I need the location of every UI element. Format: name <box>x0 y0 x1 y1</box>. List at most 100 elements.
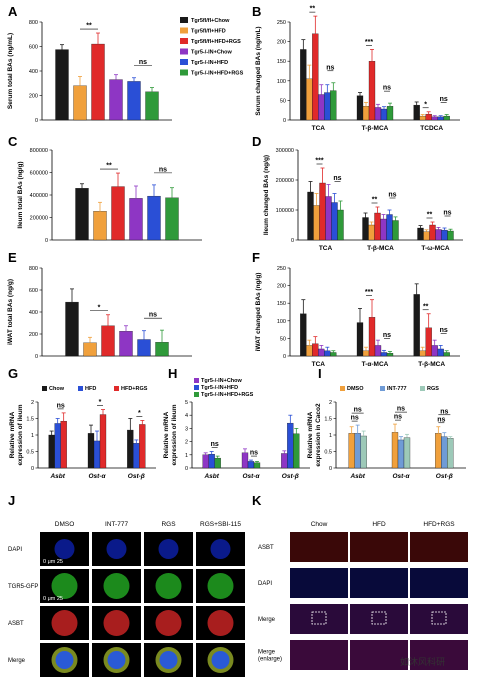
y-axis-label: Ileum changed BAs (ng/g) <box>263 155 270 235</box>
cell-shape <box>207 610 234 636</box>
y-tick-label: 0.5 <box>324 450 332 456</box>
y-tick-label: 50 <box>280 98 286 104</box>
legend-label: INT-777 <box>387 386 407 392</box>
bar <box>247 461 255 469</box>
bar <box>386 106 394 121</box>
bar <box>287 422 294 469</box>
bar <box>447 230 454 241</box>
x-category-label: Asbt <box>349 473 365 480</box>
y-tick-label: 250 <box>277 266 286 272</box>
chart-a: 0 200 400 600 800 Serum total BAs (ng/mL) ** ns <box>7 20 172 124</box>
y-tick-label: 0 <box>35 354 38 360</box>
y-tick-label: 800000 <box>30 148 48 154</box>
bar <box>362 106 370 121</box>
y-tick-label: 0 <box>31 466 34 472</box>
significance-label: ** <box>372 197 378 204</box>
bar <box>93 440 101 469</box>
micrograph-tile <box>290 604 348 634</box>
bar <box>425 327 432 357</box>
panel-letter-b: B <box>252 4 261 19</box>
watermark-text: 如沐风科研 <box>400 656 445 667</box>
bar <box>362 350 370 357</box>
significance-label: ns <box>211 441 219 448</box>
legend-swatch <box>42 386 47 391</box>
bar <box>101 325 115 357</box>
x-category-label: T-β-MCA <box>418 361 445 368</box>
significance-label: ** <box>106 163 112 170</box>
chart-f: 0 50 100 150 200 250 iWAT changed BAs (ng/g) TC… <box>255 266 460 368</box>
cell-shape <box>106 539 127 559</box>
significance-label: ns <box>326 64 334 71</box>
bar <box>429 224 436 241</box>
y-tick-label: 200000 <box>276 178 294 184</box>
y-tick-label: 400000 <box>30 193 48 199</box>
bar <box>129 198 143 241</box>
legend-swatch <box>380 386 385 391</box>
chart-e: 0 200 400 600 800 iWAT total BAs (ng/g) * ns <box>7 266 192 360</box>
chart-i: 0 0.5 1 1.5 2 Relative mRNA expression in Caco… <box>307 386 466 480</box>
significance-label: ns <box>383 85 391 92</box>
micrograph-tile <box>410 568 468 598</box>
legend-label: DMSO <box>347 386 364 392</box>
legend-label: Tgr5fl/fl+HFD+RGS <box>191 39 241 45</box>
panel-letter-c: C <box>8 134 18 149</box>
bar <box>109 79 123 121</box>
significance-label: ns <box>388 192 396 199</box>
scale-bar-label: 0 μm 25 <box>43 596 63 602</box>
legend-label: Tgr5fl/fl+Chow <box>191 18 230 24</box>
bar <box>441 436 448 469</box>
x-category-label: T-β-MCA <box>367 245 394 252</box>
zoom-box <box>311 611 327 625</box>
legend-swatch <box>180 59 188 65</box>
significance-label: * <box>138 410 141 417</box>
bar <box>441 229 448 241</box>
bar <box>374 212 381 241</box>
panel-letter-k: K <box>252 493 262 508</box>
legend-label: HFD <box>85 386 96 392</box>
legend-swatch <box>194 378 199 383</box>
significance-label: ns <box>383 332 391 339</box>
bar <box>368 317 376 357</box>
bar <box>391 432 399 469</box>
nucleus-shape <box>159 651 178 669</box>
bar <box>307 191 314 241</box>
bar <box>435 433 442 469</box>
legend-swatch <box>114 386 119 391</box>
y-tick-label: 300000 <box>276 148 294 154</box>
x-category-label: T-β-MCA <box>362 125 389 132</box>
y-tick-label: 200 <box>277 40 286 46</box>
chart-c: 0 200000 400000 600000 800000 Ileum total BAs… <box>17 148 202 244</box>
significance-label: ns <box>57 402 65 409</box>
bar <box>60 420 67 469</box>
panel-letter-j: J <box>8 493 15 508</box>
bar <box>318 94 325 121</box>
micrograph-col-label: HFD+RGS <box>423 521 455 528</box>
micrograph-tile <box>350 604 408 634</box>
significance-label: ns <box>440 408 448 415</box>
bar <box>403 437 411 469</box>
x-category-label: Ost-α <box>242 473 260 480</box>
bar <box>54 423 61 469</box>
legend-swatch <box>420 386 425 391</box>
bar <box>312 343 319 357</box>
y-axis-label: Relative mRNA <box>9 411 16 458</box>
micrograph-tile <box>410 640 468 670</box>
legend-label: Tgr5-/-IN+Chow <box>201 378 243 384</box>
micrograph-row-label: TGR5-GFP <box>8 584 38 590</box>
y-tick-label: 0 <box>35 118 38 124</box>
panel-letter-a: A <box>8 4 18 19</box>
legend-swatch <box>340 386 345 391</box>
bar <box>145 91 159 121</box>
y-axis-label: iWAT total BAs (ng/g) <box>7 279 14 345</box>
bar <box>419 115 426 121</box>
bar <box>253 462 261 469</box>
cell-shape <box>51 573 78 599</box>
micrograph-row-label: Merge <box>258 650 276 656</box>
y-axis-label: expression of ileum <box>171 404 178 465</box>
bar <box>443 115 450 121</box>
y-tick-label: 0 <box>283 118 286 124</box>
y-tick-label: 1 <box>329 433 332 439</box>
legend-label: Tgr5-/-IN+HFD+RGS <box>191 71 244 77</box>
